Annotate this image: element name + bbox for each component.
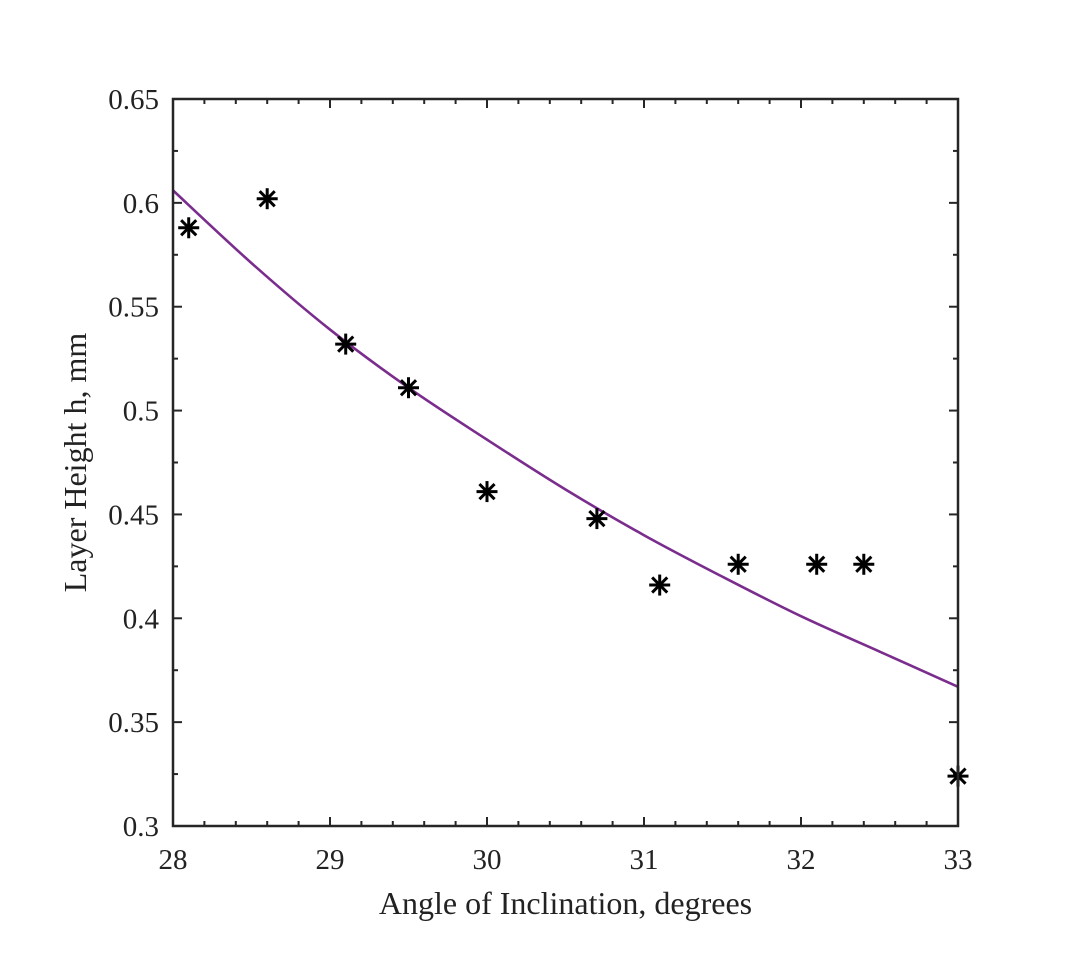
data-point-marker: [806, 553, 828, 575]
data-point-marker: [178, 217, 200, 239]
data-markers-layer: [178, 188, 969, 787]
x-tick-label: 33: [944, 844, 973, 876]
data-point-marker: [649, 574, 671, 596]
data-point-marker: [335, 333, 357, 355]
data-point-marker: [586, 508, 608, 530]
x-tick-label: 29: [316, 844, 345, 876]
y-tick-label: 0.6: [123, 188, 159, 220]
y-tick-label: 0.55: [108, 292, 159, 324]
y-tick-label: 0.5: [123, 396, 159, 428]
x-tick-label: 28: [159, 844, 188, 876]
x-tick-label: 31: [630, 844, 659, 876]
data-point-marker: [727, 553, 749, 575]
ticks-layer: [172, 98, 959, 827]
y-tick-label: 0.45: [108, 499, 159, 531]
y-tick-label: 0.65: [108, 84, 159, 116]
y-axis-label: Layer Height h, mm: [57, 333, 93, 593]
y-tick-label: 0.4: [123, 603, 160, 635]
fit-curve: [172, 189, 959, 689]
data-point-marker: [256, 188, 278, 210]
x-axis-label: Angle of Inclination, degrees: [379, 885, 752, 921]
x-tick-label: 32: [787, 844, 816, 876]
data-point-marker: [476, 481, 498, 503]
tick-labels-layer: 28 29 30 31 32 33 0.3 0.35 0.4 0.45 0.5 0.55 0.6 0.65: [108, 84, 972, 876]
y-tick-label: 0.35: [108, 707, 159, 739]
plot-frame: [171, 97, 960, 828]
fit-curve-layer: [172, 189, 959, 689]
data-point-marker: [853, 553, 875, 575]
y-tick-label: 0.3: [123, 811, 159, 843]
x-tick-label: 30: [473, 844, 502, 876]
data-point-marker: [398, 377, 419, 399]
